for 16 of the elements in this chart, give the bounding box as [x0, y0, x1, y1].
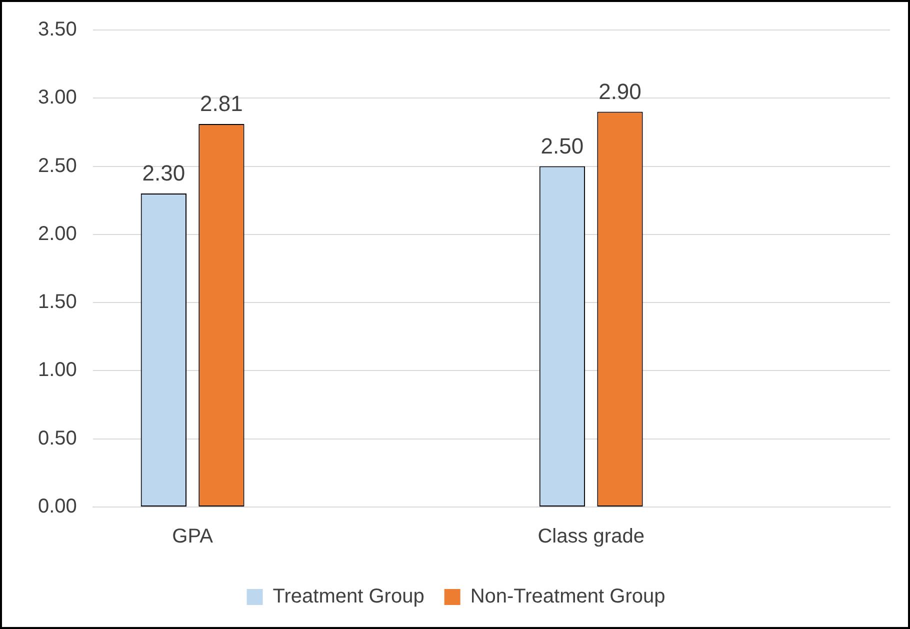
y-tick-label: 0.50 [38, 427, 77, 450]
y-tick-label: 1.50 [38, 291, 77, 314]
x-tick-label: Class grade [538, 526, 644, 548]
legend-label: Treatment Group [272, 586, 424, 608]
y-tick-label: 0.00 [38, 496, 77, 518]
y-tick-label: 1.00 [38, 359, 77, 382]
y-tick-label: 2.00 [38, 222, 77, 245]
x-tick-label: GPA [172, 526, 214, 548]
data-label: 2.81 [200, 91, 243, 116]
data-label: 2.30 [142, 160, 186, 186]
y-tick-label: 3.00 [38, 86, 77, 109]
y-tick-label: 2.50 [38, 154, 77, 177]
y-tick-label: 3.50 [38, 18, 77, 41]
data-label: 2.50 [540, 133, 584, 158]
legend-label: Non-Treatment Group [470, 586, 666, 608]
data-label: 2.90 [598, 78, 642, 104]
